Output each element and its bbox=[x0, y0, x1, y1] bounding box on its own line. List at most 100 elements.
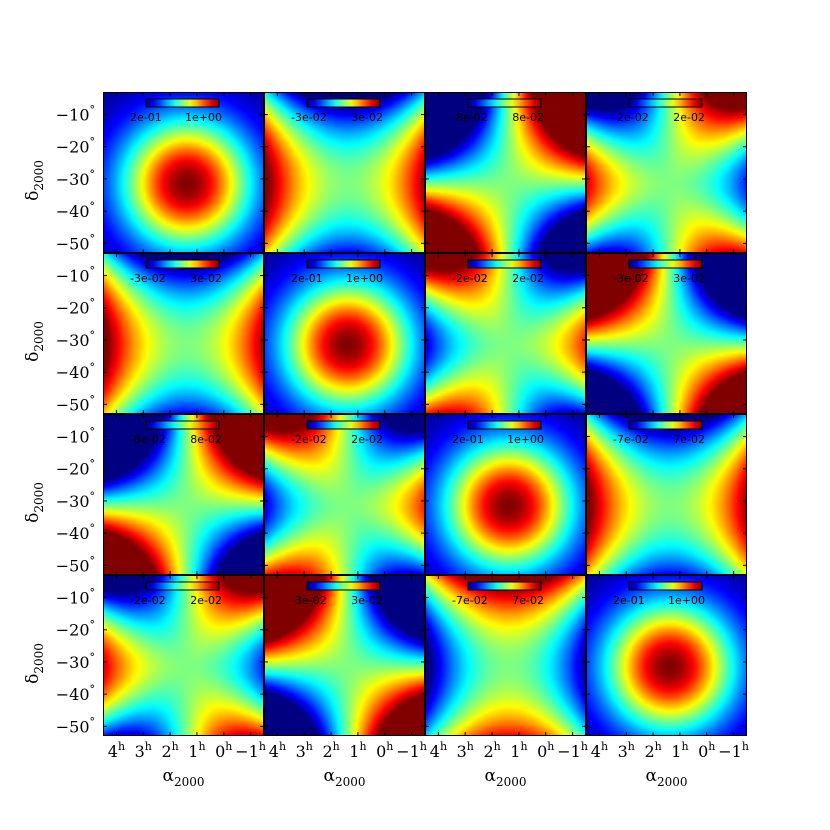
y-tick-label: −40° bbox=[56, 361, 95, 382]
y-axis-label: δ2000 bbox=[23, 482, 46, 523]
panel-grid: 2e-01 1e+00 -3e-02 3e-02 -8e-02 8e-02 -2e-02 2e… bbox=[103, 92, 747, 736]
x-tick-label: −1h bbox=[235, 740, 266, 761]
y-tick-label: −20° bbox=[56, 458, 95, 479]
colorbar-min-label: 2e-01 bbox=[291, 272, 323, 285]
x-axis-label: α2000 bbox=[645, 766, 687, 789]
y-tick-label: −40° bbox=[56, 683, 95, 704]
x-tick-label: 2h bbox=[322, 740, 339, 761]
x-tick-label: 4h bbox=[591, 740, 608, 761]
heatmap-image bbox=[103, 253, 264, 414]
y-tick-label: −40° bbox=[56, 200, 95, 221]
colorbar-min-label: 2e-01 bbox=[613, 594, 645, 607]
colorbar bbox=[628, 420, 703, 430]
y-tick-label: −30° bbox=[56, 329, 95, 350]
colorbar-max-label: 8e-02 bbox=[190, 433, 222, 446]
x-axis-label: α2000 bbox=[323, 766, 365, 789]
y-tick-label: −10° bbox=[56, 104, 95, 125]
colorbar-min-label: -3e-02 bbox=[291, 594, 327, 607]
colorbar-min-label: -2e-02 bbox=[130, 594, 166, 607]
panel-frame bbox=[103, 253, 264, 414]
x-tick-label: 0h bbox=[215, 740, 232, 761]
heatmap-image bbox=[425, 575, 586, 736]
heatmap-image bbox=[264, 92, 425, 253]
panel-frame bbox=[103, 92, 264, 253]
heatmap-image bbox=[103, 575, 264, 736]
panel-r2-c2: 2e-01 1e+00 bbox=[425, 414, 586, 575]
y-tick-label: −20° bbox=[56, 619, 95, 640]
colorbar bbox=[306, 259, 381, 269]
panel-r1-c1: 2e-01 1e+00 bbox=[264, 253, 425, 414]
panel-frame bbox=[586, 575, 747, 736]
panel-frame bbox=[425, 414, 586, 575]
panel-r1-c3: -3e-02 3e-02 bbox=[586, 253, 747, 414]
colorbar bbox=[467, 581, 542, 591]
y-tick-label: −50° bbox=[56, 715, 95, 736]
panel-frame bbox=[103, 575, 264, 736]
colorbar-max-label: 8e-02 bbox=[512, 111, 544, 124]
colorbar-max-label: 2e-02 bbox=[351, 433, 383, 446]
colorbar-max-label: 2e-02 bbox=[190, 594, 222, 607]
colorbar-min-label: -3e-02 bbox=[291, 111, 327, 124]
panel-r2-c1: -2e-02 2e-02 bbox=[264, 414, 425, 575]
x-tick-label: 4h bbox=[430, 740, 447, 761]
y-tick-label: −40° bbox=[56, 522, 95, 543]
panel-r1-c2: -2e-02 2e-02 bbox=[425, 253, 586, 414]
x-tick-label: 2h bbox=[483, 740, 500, 761]
x-tick-label: 0h bbox=[376, 740, 393, 761]
colorbar-max-label: 3e-02 bbox=[351, 111, 383, 124]
colorbar-max-label: 3e-02 bbox=[673, 272, 705, 285]
x-tick-label: 3h bbox=[457, 740, 474, 761]
colorbar bbox=[628, 581, 703, 591]
panel-r2-c3: -7e-02 7e-02 bbox=[586, 414, 747, 575]
panel-frame bbox=[586, 253, 747, 414]
panel-r1-c0: -3e-02 3e-02 bbox=[103, 253, 264, 414]
y-tick-label: −30° bbox=[56, 168, 95, 189]
colorbar-min-label: -8e-02 bbox=[452, 111, 488, 124]
x-tick-label: 2h bbox=[161, 740, 178, 761]
x-tick-label: 3h bbox=[135, 740, 152, 761]
y-tick-label: −30° bbox=[56, 490, 95, 511]
colorbar-max-label: 1e+00 bbox=[346, 272, 383, 285]
colorbar bbox=[628, 259, 703, 269]
y-axis-label: δ2000 bbox=[23, 643, 46, 684]
colorbar-min-label: 2e-01 bbox=[452, 433, 484, 446]
y-axis-label: δ2000 bbox=[23, 160, 46, 201]
heatmap-image bbox=[103, 414, 264, 575]
colorbar bbox=[467, 420, 542, 430]
y-tick-label: −50° bbox=[56, 554, 95, 575]
colorbar bbox=[306, 420, 381, 430]
colorbar bbox=[145, 259, 220, 269]
colorbar bbox=[628, 98, 703, 108]
colorbar-max-label: 1e+00 bbox=[668, 594, 705, 607]
x-tick-label: 1h bbox=[671, 740, 688, 761]
panel-r3-c1: -3e-02 3e-02 bbox=[264, 575, 425, 736]
panel-r0-c2: -8e-02 8e-02 bbox=[425, 92, 586, 253]
colorbar-min-label: -2e-02 bbox=[291, 433, 327, 446]
heatmap-image bbox=[103, 92, 264, 253]
y-tick-label: −20° bbox=[56, 297, 95, 318]
colorbar-max-label: 3e-02 bbox=[190, 272, 222, 285]
colorbar bbox=[145, 98, 220, 108]
colorbar-min-label: -8e-02 bbox=[130, 433, 166, 446]
colorbar bbox=[467, 259, 542, 269]
heatmap-image bbox=[425, 414, 586, 575]
heatmap-image bbox=[586, 414, 747, 575]
x-tick-label: 2h bbox=[644, 740, 661, 761]
x-tick-label: 3h bbox=[618, 740, 635, 761]
y-axis-label: δ2000 bbox=[23, 321, 46, 362]
heatmap-image bbox=[586, 575, 747, 736]
y-tick-label: −50° bbox=[56, 393, 95, 414]
colorbar-max-label: 1e+00 bbox=[507, 433, 544, 446]
colorbar-min-label: -7e-02 bbox=[452, 594, 488, 607]
panel-r3-c0: -2e-02 2e-02 bbox=[103, 575, 264, 736]
x-tick-label: −1h bbox=[396, 740, 427, 761]
colorbar-min-label: -3e-02 bbox=[613, 272, 649, 285]
colorbar-min-label: -3e-02 bbox=[130, 272, 166, 285]
colorbar-max-label: 2e-02 bbox=[512, 272, 544, 285]
colorbar bbox=[306, 581, 381, 591]
panel-frame bbox=[425, 92, 586, 253]
y-tick-label: −10° bbox=[56, 426, 95, 447]
y-tick-label: −10° bbox=[56, 265, 95, 286]
x-tick-label: 0h bbox=[698, 740, 715, 761]
colorbar-min-label: -2e-02 bbox=[452, 272, 488, 285]
